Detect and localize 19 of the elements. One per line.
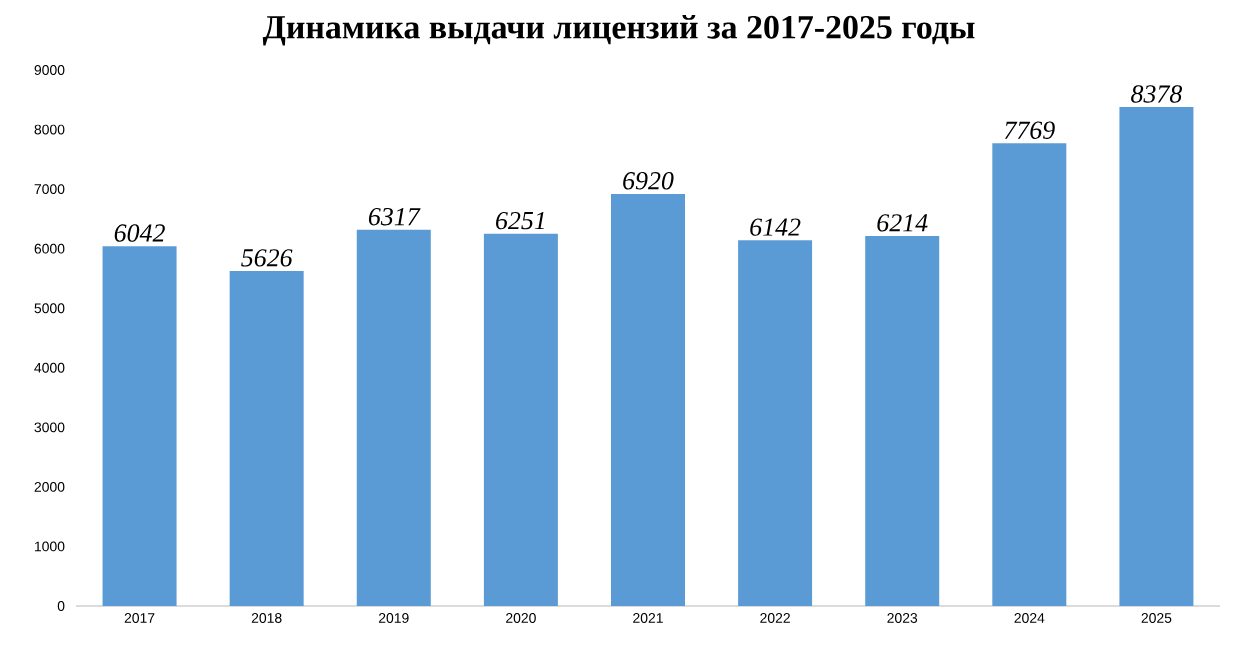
bar — [102, 246, 177, 606]
data-label: 5626 — [241, 249, 293, 267]
bar — [865, 235, 940, 606]
data-label: 8378 — [1131, 85, 1183, 103]
bar — [356, 229, 431, 606]
bar — [610, 193, 685, 606]
bar — [1119, 107, 1194, 606]
bar — [229, 270, 304, 606]
data-label: 6042 — [114, 224, 165, 242]
data-label: 6251 — [496, 211, 544, 230]
chart-title: Динамика выдачи лицензий за 2017-2025 годы — [262, 15, 975, 46]
data-label: 6142 — [750, 218, 801, 236]
bar — [738, 240, 813, 606]
bar — [483, 233, 558, 606]
data-label: 7769 — [1004, 121, 1055, 139]
data-label: 6317 — [368, 208, 421, 226]
data-label: 6920 — [623, 172, 674, 190]
data-label: 6214 — [877, 214, 928, 232]
bar — [992, 143, 1067, 606]
